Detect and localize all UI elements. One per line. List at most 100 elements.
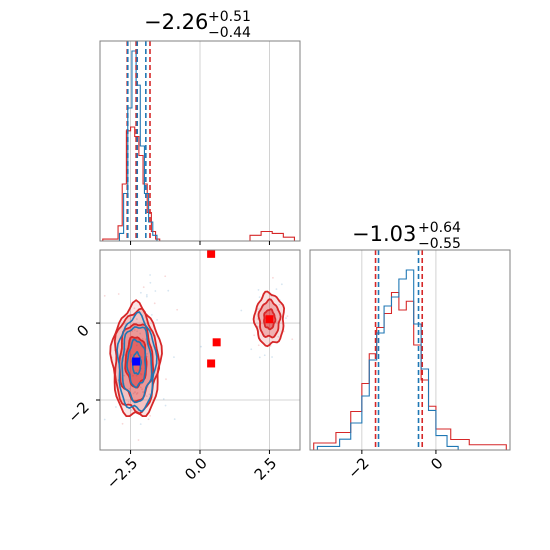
scatter-point xyxy=(134,391,136,393)
scatter-point xyxy=(103,418,106,421)
scatter-point xyxy=(140,356,143,358)
joint-markers xyxy=(132,249,274,368)
blue-contour-level xyxy=(116,311,158,413)
scatter-point xyxy=(240,309,243,312)
scatter-point xyxy=(173,356,175,359)
scatter-point xyxy=(141,388,144,391)
param1-title-plus: +0.51 xyxy=(208,9,251,25)
joint-panel: −2.5 0.0 2.5 −2 0 xyxy=(64,249,301,493)
scatter-point xyxy=(256,308,259,311)
param1-title-median: −2.26 xyxy=(144,10,208,34)
param1-histogram-panel: −2.26 +0.51 −0.44 xyxy=(99,9,301,245)
scatter-point xyxy=(142,391,144,393)
scatter-point xyxy=(149,281,152,284)
scatter-point xyxy=(145,294,148,296)
scatter-point xyxy=(132,374,134,377)
scatter-point xyxy=(173,418,176,421)
scatter-point xyxy=(121,422,124,425)
scatter-point xyxy=(123,374,126,377)
scatter-point xyxy=(132,392,135,395)
scatter-point xyxy=(145,295,148,298)
param2-blue-histogram xyxy=(316,269,459,450)
param2-ticks: −2 0 xyxy=(344,450,447,482)
param2-histogram-panel: −2 0 −1.03 +0.64 −0.55 xyxy=(309,220,511,482)
param2-tick-label: 0 xyxy=(427,454,446,473)
param2-title-median: −1.03 xyxy=(352,222,416,246)
param1-blue-histogram xyxy=(102,50,162,242)
scatter-point xyxy=(258,356,261,359)
joint-x-tick-label: −2.5 xyxy=(103,454,141,492)
scatter-point xyxy=(277,335,280,338)
param1-quantile-lines xyxy=(126,41,151,241)
joint-x-tick-label: 0.0 xyxy=(181,454,211,484)
scatter-point xyxy=(275,288,278,291)
scatter-point xyxy=(139,291,142,294)
param1-top-ticks xyxy=(130,241,270,245)
scatter-point xyxy=(291,338,294,341)
scatter-point xyxy=(139,386,142,389)
scatter-point xyxy=(103,294,106,297)
scatter-point xyxy=(135,393,138,395)
scatter-point xyxy=(167,289,170,292)
scatter-point xyxy=(137,369,140,372)
red-square-marker xyxy=(265,315,274,324)
scatter-point xyxy=(278,303,281,306)
scatter-point xyxy=(130,353,133,356)
scatter-point xyxy=(130,409,133,411)
scatter-point xyxy=(142,286,145,289)
scatter-point xyxy=(150,313,153,316)
scatter-point xyxy=(250,348,253,351)
scatter-point xyxy=(257,344,260,347)
scatter-point xyxy=(115,406,117,408)
scatter-point xyxy=(286,315,289,318)
scatter-point xyxy=(162,398,165,400)
scatter-point xyxy=(156,318,159,321)
param2-title-minus: −0.55 xyxy=(418,236,461,252)
scatter-point xyxy=(124,348,127,351)
param1-red-histogram xyxy=(102,126,295,242)
scatter-point xyxy=(128,387,131,390)
scatter-point xyxy=(135,374,138,377)
scatter-point xyxy=(265,313,268,316)
scatter-point xyxy=(149,274,151,276)
param2-tick-label: −2 xyxy=(344,454,372,482)
param2-histograms xyxy=(313,269,507,450)
red-square-marker xyxy=(207,249,216,258)
joint-y-tick-label: −2 xyxy=(64,398,92,426)
scatter-point xyxy=(146,352,149,355)
param1-title-minus: −0.44 xyxy=(208,25,251,41)
scatter-point xyxy=(276,321,279,323)
scatter-point xyxy=(135,318,138,320)
scatter-point xyxy=(117,293,120,295)
scatter-point xyxy=(271,356,273,358)
scatter-point xyxy=(136,392,139,394)
scatter-point xyxy=(141,338,144,340)
scatter-point xyxy=(164,275,167,278)
scatter-point xyxy=(145,395,148,398)
scatter-point xyxy=(280,283,283,286)
scatter-point xyxy=(146,355,149,358)
blue-square-marker xyxy=(132,357,141,366)
scatter-point xyxy=(258,296,261,299)
scatter-point xyxy=(256,318,259,320)
scatter-point xyxy=(154,290,157,292)
scatter-point xyxy=(133,329,136,331)
joint-y-tick-label: 0 xyxy=(73,321,92,340)
red-square-marker xyxy=(207,359,216,368)
scatter-point xyxy=(140,373,143,376)
scatter-point xyxy=(139,332,142,335)
scatter-point xyxy=(142,391,145,394)
param2-title-plus: +0.64 xyxy=(418,220,461,236)
joint-x-tick-label: 2.5 xyxy=(251,454,281,484)
scatter-point xyxy=(200,345,202,348)
scatter-point xyxy=(147,418,150,421)
blue-contour-level xyxy=(126,338,147,389)
scatter-point xyxy=(139,372,142,375)
scatter-point xyxy=(137,439,140,441)
scatter-point xyxy=(133,307,136,310)
scatter-point xyxy=(253,334,256,337)
scatter-point xyxy=(285,317,287,319)
scatter-point xyxy=(165,378,167,381)
blue-contour-level xyxy=(121,326,153,404)
